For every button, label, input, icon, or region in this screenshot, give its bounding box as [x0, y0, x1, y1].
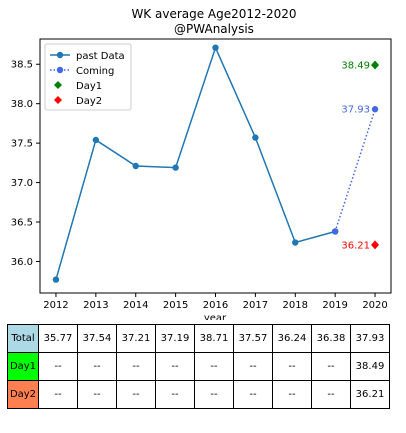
past-data-point-2015 — [172, 164, 179, 171]
x-tick-label-2015: 2015 — [163, 300, 188, 311]
table-cell: -- — [38, 380, 78, 409]
plot-layer: 2012 2013 2014 2015 2016 2017 2018 2019 2020 36.0… — [11, 44, 388, 311]
past-data-point-2017 — [252, 134, 259, 141]
legend-day2-label: Day2 — [76, 96, 102, 107]
table-cell: 38.49 — [350, 352, 390, 381]
chart-title: WK average Age2012-2020 — [131, 7, 296, 21]
table-cell: -- — [311, 352, 351, 381]
table-cell: 35.77 — [38, 324, 78, 353]
x-tick-label-2017: 2017 — [243, 300, 268, 311]
past-data-point-2012 — [52, 276, 60, 283]
y-tick-label-37.5: 37.5 — [11, 139, 33, 150]
legend-item-day1: Day1 — [54, 81, 102, 92]
x-tick-label-2018: 2018 — [283, 300, 308, 311]
table-cell: 37.19 — [155, 324, 195, 353]
legend-past-data-label: past Data — [76, 51, 125, 62]
x-axis-label: year — [204, 313, 227, 320]
legend-past-data-marker — [56, 51, 64, 59]
annotation-38-49: 38.49 — [341, 61, 370, 72]
table-cell: -- — [38, 352, 78, 381]
table-cell: -- — [272, 352, 312, 381]
table-cell: -- — [272, 380, 312, 409]
legend-frame — [44, 43, 132, 111]
past-data-line — [55, 45, 336, 280]
table-cell: -- — [194, 380, 234, 409]
table-cell: -- — [311, 380, 351, 409]
x-tick-label-2012: 2012 — [43, 300, 68, 311]
x-tick-label-2013: 2013 — [83, 300, 108, 311]
table-row-day2: Day2 -- -- -- -- -- -- -- -- 36.21 — [7, 380, 390, 409]
y-tick-label-36: 36.0 — [11, 257, 33, 268]
table-cell: 37.21 — [116, 324, 156, 353]
x-tick-label-2014: 2014 — [123, 300, 148, 311]
table-cell: -- — [233, 380, 273, 409]
legend-coming-marker — [56, 66, 64, 74]
legend: past Data Coming Day1 Day2 — [44, 43, 132, 111]
table-cell: 37.54 — [77, 324, 117, 353]
day1-point-2020 — [371, 60, 380, 70]
table-body: Total 35.77 37.54 37.21 37.19 38.71 37.57 36.24… — [7, 324, 390, 409]
table-cell: 38.71 — [194, 324, 234, 353]
table-cell: 37.57 — [233, 324, 273, 353]
legend-item-coming: Coming — [50, 66, 114, 77]
legend-coming-label: Coming — [76, 66, 114, 77]
y-tick-label-38: 38.0 — [11, 99, 33, 110]
table-cell: -- — [155, 380, 195, 409]
day2-point-2020 — [371, 240, 380, 250]
table-cell: 36.38 — [311, 324, 351, 353]
table-cell: -- — [116, 352, 156, 381]
x-tick-label-2016: 2016 — [203, 300, 228, 311]
chart: WK average Age2012-2020 @PWAnalysis 2012… — [11, 7, 392, 320]
row-header-day2: Day2 — [7, 380, 39, 409]
past-data-point-2016 — [212, 44, 219, 51]
table-row-day1: Day1 -- -- -- -- -- -- -- -- 38.49 — [7, 352, 390, 381]
table-cell: 36.21 — [350, 380, 390, 409]
table-cell: -- — [194, 352, 234, 381]
coming-point-2019 — [331, 228, 339, 235]
x-tick-label-2019: 2019 — [322, 300, 347, 311]
table-cell: -- — [155, 352, 195, 381]
table-cell: -- — [77, 380, 117, 409]
legend-item-past-data: past Data — [50, 51, 125, 62]
table-cell: -- — [77, 352, 117, 381]
y-tick-label-38.5: 38.5 — [11, 60, 33, 71]
y-tick-label-37: 37.0 — [11, 178, 33, 189]
table-cell: -- — [116, 380, 156, 409]
coming-line — [334, 108, 376, 232]
past-data-point-2014 — [132, 162, 139, 170]
legend-day2-marker — [54, 96, 62, 104]
row-header-total: Total — [7, 324, 39, 353]
coming-point-2020 — [371, 106, 379, 113]
annotation-36-21: 36.21 — [341, 240, 370, 251]
x-tick-label-2020: 2020 — [362, 300, 387, 311]
legend-day1-marker — [54, 81, 62, 89]
legend-item-day2: Day2 — [54, 96, 102, 107]
table-cell: 36.24 — [272, 324, 312, 353]
row-header-day1: Day1 — [7, 352, 39, 381]
y-tick-label-36.5: 36.5 — [11, 218, 33, 229]
past-data-point-2018 — [292, 239, 299, 246]
table-row-total: Total 35.77 37.54 37.21 37.19 38.71 37.57 36.24… — [7, 324, 390, 353]
chart-subtitle: @PWAnalysis — [174, 22, 254, 36]
annotation-37-93: 37.93 — [341, 105, 370, 116]
table-cell: 37.93 — [350, 324, 390, 353]
legend-day1-label: Day1 — [76, 81, 102, 92]
table-cell: -- — [233, 352, 273, 381]
past-data-point-2013 — [92, 136, 100, 144]
data-table: Total 35.77 37.54 37.21 37.19 38.71 37.57 36.24… — [7, 324, 390, 409]
